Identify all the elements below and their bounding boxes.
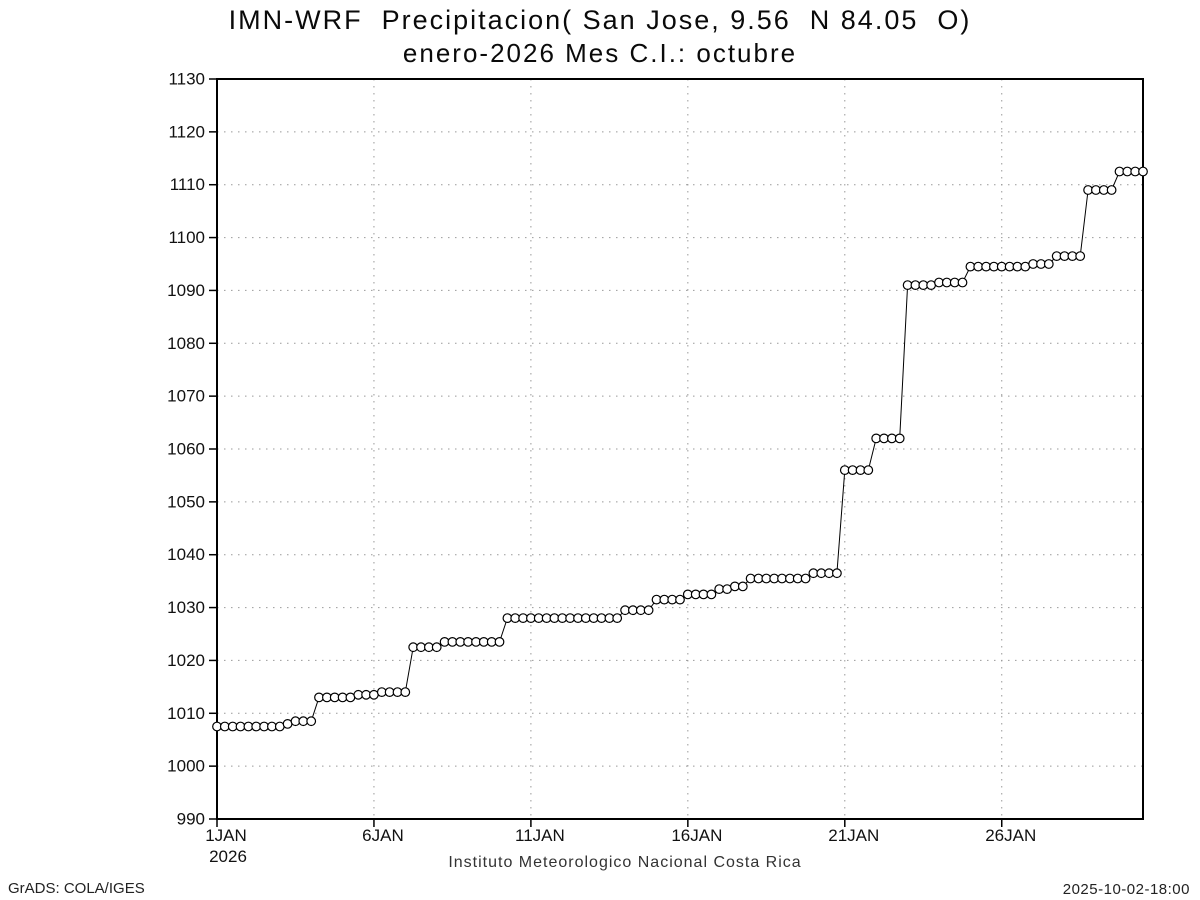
y-tick-label: 1070 bbox=[167, 387, 205, 406]
y-tick-label: 1080 bbox=[167, 334, 205, 353]
x-tick-sublabel: 2026 bbox=[209, 847, 247, 866]
y-tick-label: 1060 bbox=[167, 440, 205, 459]
issue-timestamp: 2025-10-02-18:00 bbox=[1062, 881, 1190, 898]
y-tick-label: 1110 bbox=[170, 175, 205, 194]
x-tick-label: 16JAN bbox=[671, 826, 722, 845]
y-tick-label: 1030 bbox=[167, 598, 205, 617]
data-points bbox=[212, 166, 1148, 732]
y-tick-label: 990 bbox=[177, 810, 205, 829]
y-tick-label: 1130 bbox=[168, 70, 205, 89]
y-tick-label: 1050 bbox=[167, 492, 205, 511]
x-tick-label: 26JAN bbox=[985, 826, 1036, 845]
grads-brand-label: GrADS: COLA/IGES bbox=[8, 880, 145, 897]
y-axis: 990 1000 1010 1020 1030 1040 1050 1060 1070 1080 1… bbox=[167, 70, 217, 829]
chart-title: IMN-WRF Precipitacion( San Jose, 9.56 N … bbox=[228, 5, 972, 35]
x-axis-caption: Instituto Meteorologico Nacional Costa R… bbox=[448, 854, 802, 871]
x-tick-label: 21JAN bbox=[828, 826, 879, 845]
y-tick-label: 1120 bbox=[168, 122, 205, 141]
y-tick-label: 1090 bbox=[167, 281, 205, 300]
x-axis: 1JAN 2026 6JAN 11JAN 16JAN 21JAN 26JAN bbox=[205, 819, 1036, 866]
y-tick-label: 1010 bbox=[167, 704, 205, 723]
y-tick-label: 1020 bbox=[167, 651, 205, 670]
chart-subtitle: enero-2026 Mes C.I.: octubre bbox=[402, 38, 798, 68]
y-tick-label: 1100 bbox=[168, 228, 205, 247]
y-tick-label: 1040 bbox=[167, 545, 205, 564]
gridlines bbox=[217, 79, 1143, 819]
x-tick-label: 11JAN bbox=[515, 826, 565, 845]
x-tick-label: 1JAN bbox=[205, 826, 247, 845]
y-tick-label: 1000 bbox=[167, 757, 205, 776]
x-tick-label: 6JAN bbox=[362, 826, 404, 845]
